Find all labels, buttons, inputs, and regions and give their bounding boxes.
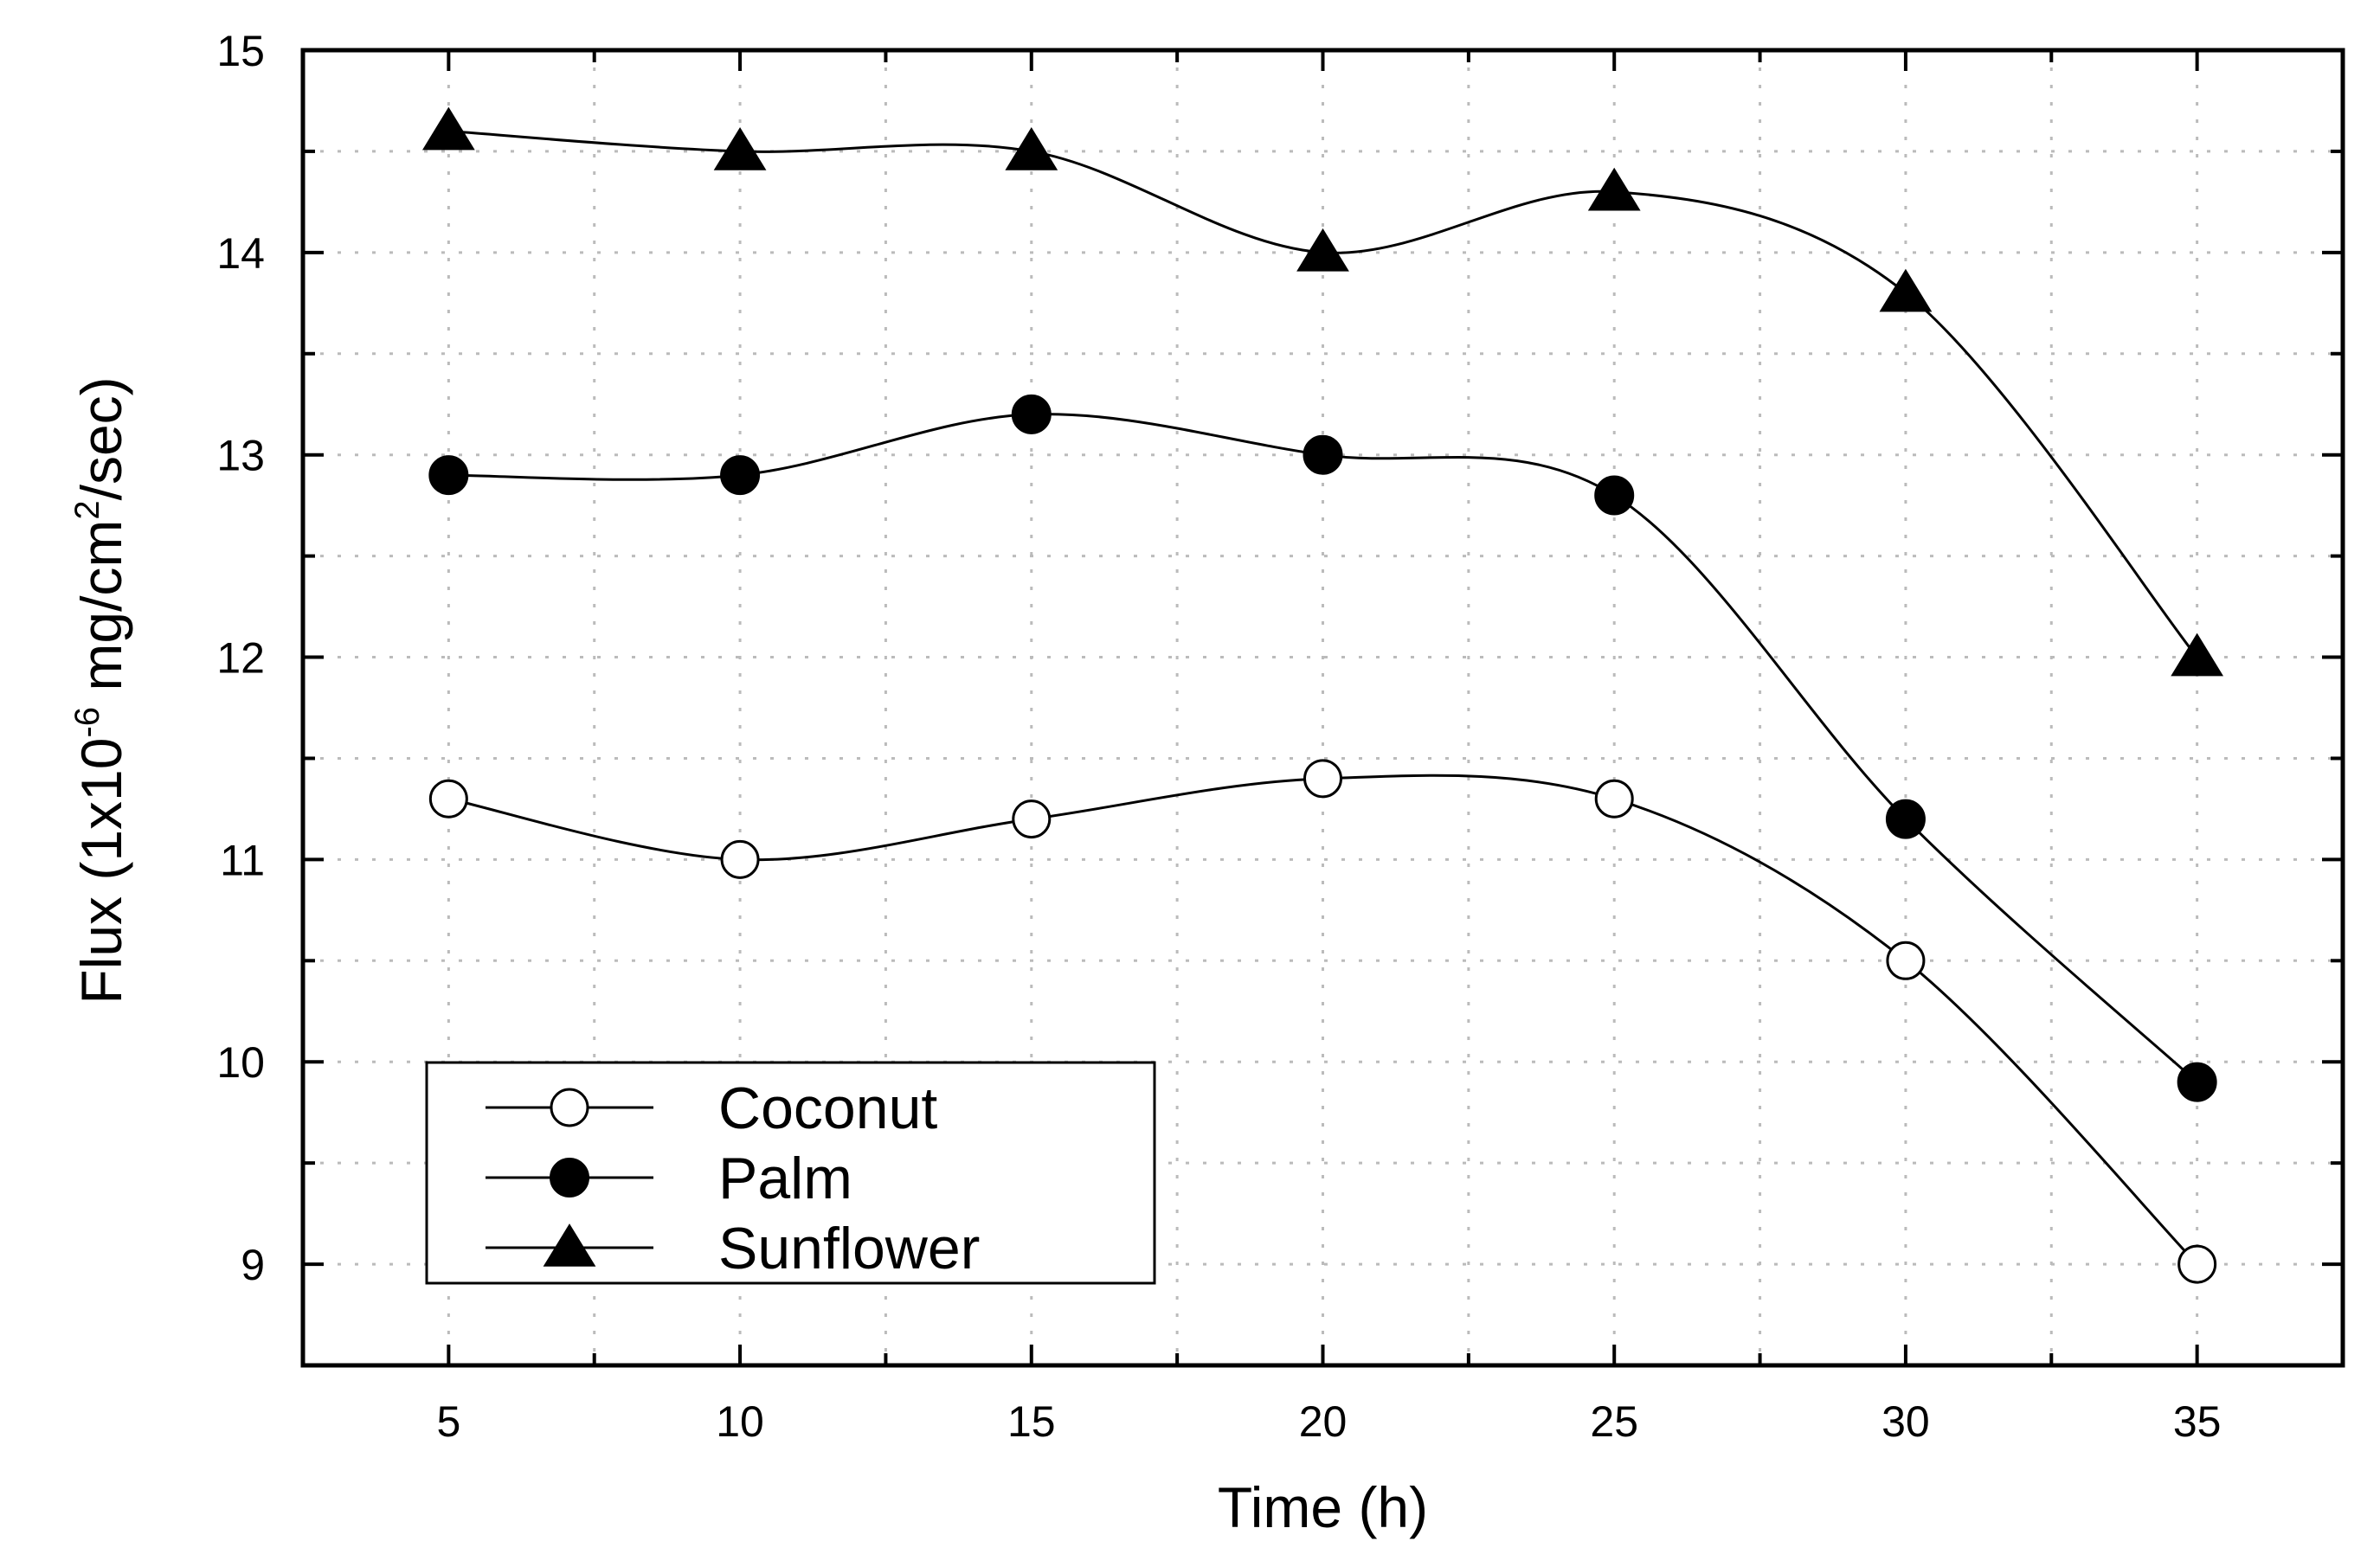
grid-lines bbox=[303, 50, 2343, 1365]
y-tick-label: 9 bbox=[241, 1241, 265, 1289]
y-tick-label: 11 bbox=[220, 836, 265, 884]
coconut-point bbox=[1303, 759, 1342, 799]
coconut-point bbox=[1594, 779, 1634, 819]
coconut-point bbox=[2177, 1244, 2217, 1284]
palm-point bbox=[2177, 1062, 2217, 1102]
palm-point bbox=[1885, 799, 1926, 839]
legend-marker-coconut bbox=[550, 1088, 589, 1127]
x-tick-label: 35 bbox=[2173, 1397, 2222, 1446]
y-axis-title-prefix: Flux (1x10 bbox=[69, 738, 133, 1005]
y-axis-title-mid: mg/cm bbox=[69, 520, 133, 707]
palm-curve bbox=[448, 413, 2198, 1083]
y-axis-title: Flux (1x10-6 mg/cm2/sec) bbox=[68, 376, 133, 1004]
sunflower-point bbox=[421, 106, 475, 151]
sunflower-point bbox=[713, 127, 767, 170]
palm-point bbox=[1011, 394, 1052, 434]
data-markers bbox=[421, 106, 2224, 1284]
legend-marker-palm bbox=[550, 1158, 589, 1197]
x-tick-label: 30 bbox=[1881, 1397, 1930, 1446]
x-tick-label: 20 bbox=[1299, 1397, 1348, 1446]
x-tick-label: 25 bbox=[1590, 1397, 1638, 1446]
legend-marker-sunflower bbox=[543, 1223, 596, 1267]
palm-point bbox=[720, 455, 761, 496]
palm-point bbox=[428, 455, 469, 496]
palm-point bbox=[1594, 475, 1635, 516]
axis-ticks bbox=[301, 48, 2345, 1367]
palm-point bbox=[1303, 434, 1343, 475]
coconut-point bbox=[428, 779, 468, 819]
coconut-point bbox=[720, 839, 760, 879]
sunflower-curve bbox=[448, 130, 2198, 658]
sunflower-point bbox=[1296, 228, 1349, 272]
sunflower-point bbox=[2171, 632, 2224, 677]
y-tick-label: 13 bbox=[216, 432, 265, 480]
legend-label-sunflower: Sunflower bbox=[718, 1216, 980, 1281]
y-axis-title-exponent-1: -6 bbox=[68, 707, 106, 738]
tick-labels: 5 10 15 20 25 30 35 9 10 11 12 13 14 15 bbox=[216, 27, 2221, 1446]
legend-label-palm: Palm bbox=[718, 1146, 852, 1211]
x-tick-label: 15 bbox=[1007, 1397, 1056, 1446]
y-axis-title-suffix: /sec) bbox=[69, 376, 133, 500]
sunflower-point bbox=[1587, 167, 1641, 211]
x-tick-label: 10 bbox=[716, 1397, 764, 1446]
y-axis-title-exponent-2: 2 bbox=[68, 500, 106, 519]
y-tick-label: 12 bbox=[216, 634, 265, 683]
coconut-point bbox=[1886, 941, 1926, 980]
sunflower-point bbox=[1879, 268, 1933, 312]
y-tick-label: 10 bbox=[216, 1038, 265, 1087]
coconut-point bbox=[1012, 799, 1052, 839]
x-axis-title: Time (h) bbox=[1218, 1475, 1428, 1539]
legend-label-coconut: Coconut bbox=[718, 1075, 937, 1141]
y-tick-label: 14 bbox=[216, 229, 265, 278]
x-tick-label: 5 bbox=[436, 1397, 460, 1446]
y-tick-label: 15 bbox=[216, 27, 265, 75]
sunflower-point bbox=[1005, 127, 1058, 170]
